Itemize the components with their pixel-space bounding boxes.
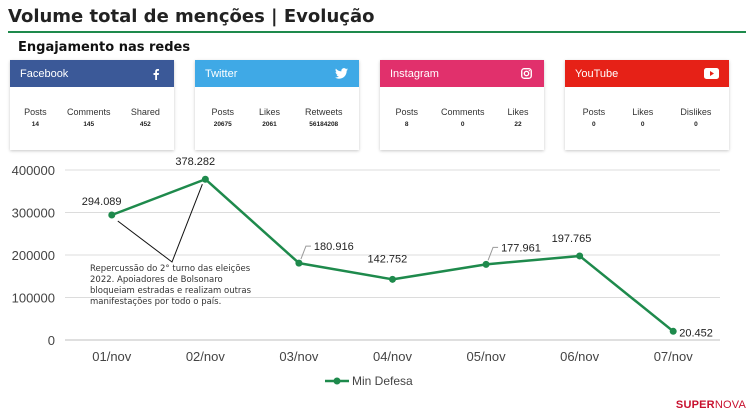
stat-label: Likes — [632, 107, 654, 117]
legend-marker — [333, 377, 341, 385]
stat-label: Posts — [211, 107, 234, 117]
stat-value: 56184208 — [309, 121, 339, 128]
stat-label: Posts — [24, 107, 47, 117]
card-name: Instagram — [390, 67, 439, 80]
twitter-icon — [333, 67, 349, 81]
data-label-leader — [300, 245, 311, 260]
facebook-icon — [148, 67, 164, 81]
instagram-card: Instagram Posts 8 Comments 0 Likes 22 — [380, 60, 544, 150]
data-label: 142.752 — [368, 253, 408, 265]
card-name: Facebook — [20, 67, 69, 80]
stat: Likes 22 — [507, 107, 528, 128]
youtube-card-header: YouTube — [565, 60, 729, 87]
x-tick-label: 06/nov — [560, 349, 600, 364]
stat-label: Comments — [440, 107, 485, 117]
card-name: YouTube — [575, 67, 619, 80]
brand-logo: SUPERNOVA — [676, 399, 746, 411]
x-tick-label: 04/nov — [373, 349, 413, 364]
youtube-card: YouTube Posts 0 Likes 0 Dislikes 0 — [565, 60, 729, 150]
stat: Posts 0 — [583, 107, 606, 128]
stat-value: 452 — [139, 121, 151, 128]
brand-logo-part2: NOVA — [714, 399, 746, 411]
stat-value: 22 — [514, 121, 522, 128]
stat-label: Posts — [395, 107, 418, 117]
youtube-icon — [703, 67, 719, 81]
annotation-line: 2022. Apoiadores de Bolsonaro — [90, 275, 223, 285]
stat: Retweets 56184208 — [305, 107, 343, 128]
stat-label: Likes — [258, 107, 280, 117]
stat: Likes 2061 — [259, 107, 280, 128]
instagram-card-header: Instagram — [380, 60, 544, 87]
data-point — [201, 175, 209, 183]
stat-value: 0 — [640, 121, 645, 128]
y-tick-label: 400000 — [12, 163, 55, 178]
data-point — [389, 275, 396, 283]
data-point — [482, 260, 490, 268]
stat: Posts 14 — [24, 107, 47, 128]
instagram-icon — [518, 67, 534, 81]
stat-label: Comments — [66, 107, 111, 117]
data-label: 378.282 — [175, 156, 215, 168]
stat-value: 8 — [404, 121, 409, 128]
legend-label: Min Defesa — [352, 374, 413, 388]
stat: Comments 0 — [441, 107, 485, 128]
stat-label: Retweets — [304, 107, 343, 117]
data-label: 180.916 — [314, 241, 354, 253]
y-tick-label: 0 — [48, 333, 55, 348]
stat-value: 14 — [31, 121, 40, 128]
stat-label: Likes — [507, 107, 529, 117]
y-tick-label: 200000 — [12, 248, 55, 263]
stat: Shared 452 — [131, 107, 160, 128]
annotation-line: bloqueiam estradas e realizam outras — [90, 286, 252, 296]
data-point — [108, 211, 116, 219]
card-name: Twitter — [205, 67, 238, 80]
stat-label: Dislikes — [680, 107, 712, 117]
brand-logo-part1: SUPER — [675, 399, 715, 411]
stat: Comments 145 — [67, 107, 111, 128]
data-label: 20.452 — [679, 327, 713, 339]
stat-value: 20675 — [213, 121, 232, 128]
stat-label: Posts — [582, 107, 606, 117]
line-chart: 0 100000 200000 300000 400000 01/nov 02/nov 03/… — [12, 156, 720, 388]
page-title: Volume total de menções | Evolução — [8, 6, 375, 27]
title-divider — [8, 31, 746, 33]
y-tick-label: 300000 — [12, 206, 55, 221]
stat: Posts 20675 — [211, 107, 234, 128]
twitter-card: Twitter Posts 20675 Likes 2061 Retweets 561… — [195, 60, 359, 150]
twitter-card-header: Twitter — [195, 60, 359, 87]
stat-value: 2061 — [262, 121, 277, 128]
data-label-leader — [487, 246, 499, 261]
data-label: 197.765 — [552, 233, 592, 245]
section-title: Engajamento nas redes — [18, 40, 191, 55]
x-tick-label: 01/nov — [92, 349, 132, 364]
x-tick-label: 05/nov — [467, 349, 507, 364]
stat-value: 0 — [592, 121, 596, 128]
stat-value: 145 — [83, 121, 95, 128]
data-label: 177.961 — [501, 242, 541, 254]
stat-value: 0 — [694, 121, 698, 128]
stat: Dislikes 0 — [680, 107, 711, 128]
x-tick-label: 07/nov — [654, 349, 694, 364]
stat-label: Shared — [130, 107, 160, 117]
x-tick-label: 03/nov — [279, 349, 319, 364]
y-tick-label: 100000 — [12, 291, 55, 306]
data-point — [295, 259, 303, 267]
data-label: 294.089 — [82, 196, 122, 208]
facebook-card: Facebook Posts 14 Comments 145 Shared 452 — [10, 60, 174, 150]
stat: Posts 8 — [395, 107, 418, 128]
annotation-pointer — [117, 184, 203, 263]
data-point — [576, 252, 584, 260]
stat: Likes 0 — [632, 107, 653, 128]
x-tick-label: 02/nov — [186, 349, 226, 364]
annotation-line: manifestações por todo o país. — [90, 297, 221, 307]
annotation-line: Repercussão do 2° turno das eleições — [90, 264, 251, 274]
facebook-card-header: Facebook — [10, 60, 174, 87]
stat-value: 0 — [460, 121, 465, 128]
data-point — [669, 327, 677, 335]
